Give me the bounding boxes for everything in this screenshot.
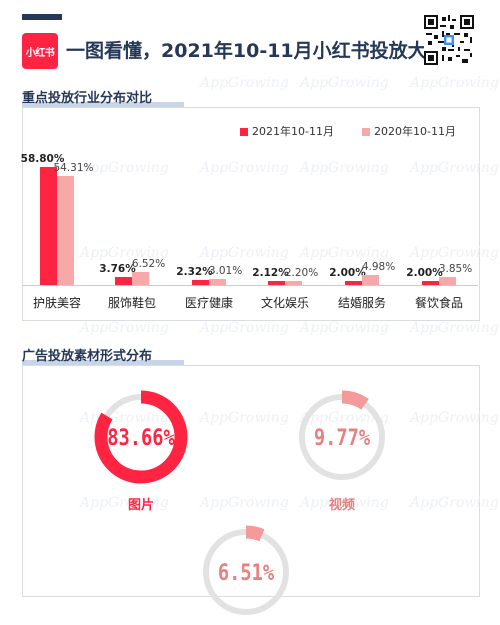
- donut-chart-item: 83.66%: [94, 390, 188, 484]
- watermark-text: AppGrowing: [300, 160, 389, 176]
- section-underline: [22, 360, 184, 365]
- category-label: 文化娱乐: [260, 296, 310, 310]
- bar-current: [422, 281, 439, 285]
- category-label: 餐饮食品: [414, 296, 464, 310]
- watermark-text: AppGrowing: [200, 75, 289, 91]
- category-label: 结婚服务: [337, 296, 387, 310]
- donut-category-label: 图片: [127, 498, 155, 513]
- donut-value-label: 83.66%: [107, 425, 175, 451]
- data-label-current: 2.12%: [252, 266, 289, 279]
- watermark-text: AppGrowing: [80, 320, 169, 336]
- industry-chart-panel: [22, 107, 480, 321]
- donut-category-label: 视频: [328, 498, 356, 513]
- category-label: 医疗健康: [184, 296, 234, 310]
- bar-previous: [132, 271, 149, 285]
- bar-current: [192, 280, 209, 285]
- donut-slice: [94, 390, 188, 484]
- bar-previous: [209, 278, 226, 285]
- watermark-text: AppGrowing: [80, 495, 169, 511]
- bar-current: [268, 280, 285, 285]
- watermark-text: AppGrowing: [300, 245, 389, 261]
- format-chart-panel: [22, 365, 480, 597]
- bar-previous: [57, 176, 74, 285]
- bar-current: [40, 167, 57, 285]
- category-label: 护肤美容: [32, 296, 82, 310]
- donut-slice: [199, 525, 293, 619]
- data-label-previous: 3.85%: [438, 263, 473, 276]
- section-header-industry: 重点投放行业分布对比: [22, 87, 184, 107]
- watermark-text: AppGrowing: [300, 320, 389, 336]
- watermark-text: AppGrowing: [410, 160, 499, 176]
- watermark-text: AppGrowing: [80, 160, 169, 176]
- x-axis-line: [22, 285, 478, 286]
- donut-value-label: 9.77%: [314, 425, 371, 451]
- qr-code-icon: [424, 15, 474, 65]
- bar-current: [115, 277, 132, 285]
- category-label: 服饰鞋包: [107, 296, 157, 310]
- section-underline: [22, 102, 184, 107]
- legend-item-current: 2021年10-11月: [240, 123, 334, 139]
- data-label-current: 2.00%: [329, 267, 366, 279]
- data-label-previous: 2.20%: [284, 266, 319, 279]
- donut-slice: [295, 390, 389, 484]
- watermark-text: AppGrowing: [200, 495, 289, 511]
- data-label-current: 2.00%: [406, 267, 443, 279]
- data-label-current: 2.32%: [176, 266, 213, 279]
- watermark-text: AppGrowing: [200, 410, 289, 426]
- data-label-previous: 3.01%: [208, 264, 243, 277]
- legend-item-previous: 2020年10-11月: [362, 123, 456, 139]
- top-accent-bar: [22, 14, 62, 20]
- page-title: 一图看懂，2021年10-11月小红书投放大盘: [66, 40, 446, 62]
- watermark-text: AppGrowing: [300, 75, 389, 91]
- watermark-text: AppGrowing: [300, 410, 389, 426]
- watermark-text: AppGrowing: [410, 320, 499, 336]
- section-header-format: 广告投放素材形式分布: [22, 345, 184, 365]
- legend-swatch-current: [240, 128, 248, 136]
- watermark-text: AppGrowing: [200, 160, 289, 176]
- bar-previous: [362, 275, 379, 285]
- section-title-industry: 重点投放行业分布对比: [22, 91, 153, 106]
- donut-chart-item: 9.77%: [295, 390, 389, 484]
- donut-chart-item: 6.51%: [199, 525, 293, 619]
- data-label-previous: 4.98%: [361, 261, 396, 274]
- data-label-previous: 6.52%: [131, 257, 166, 270]
- watermark-text: AppGrowing: [200, 245, 289, 261]
- watermark-text: AppGrowing: [410, 75, 499, 91]
- xiaohongshu-logo: 小红书: [22, 33, 58, 69]
- bar-previous: [439, 277, 456, 285]
- watermark-text: AppGrowing: [410, 495, 499, 511]
- section-title-format: 广告投放素材形式分布: [22, 349, 153, 364]
- data-label-current: 3.76%: [99, 263, 136, 276]
- logo-text: 小红书: [25, 47, 55, 59]
- legend-label-previous: 2020年10-11月: [374, 125, 456, 138]
- donut-value-label: 6.51%: [218, 560, 275, 586]
- watermark-text: AppGrowing: [410, 410, 499, 426]
- watermark-text: AppGrowing: [410, 245, 499, 261]
- watermark-text: AppGrowing: [80, 245, 169, 261]
- data-label-current: 58.80%: [20, 153, 65, 166]
- legend-label-current: 2021年10-11月: [252, 125, 334, 138]
- data-label-previous: 54.31%: [53, 162, 94, 175]
- watermark-text: AppGrowing: [300, 495, 389, 511]
- legend-swatch-previous: [362, 128, 370, 136]
- bar-previous: [285, 280, 302, 285]
- watermark-text: AppGrowing: [200, 320, 289, 336]
- bar-current: [345, 281, 362, 285]
